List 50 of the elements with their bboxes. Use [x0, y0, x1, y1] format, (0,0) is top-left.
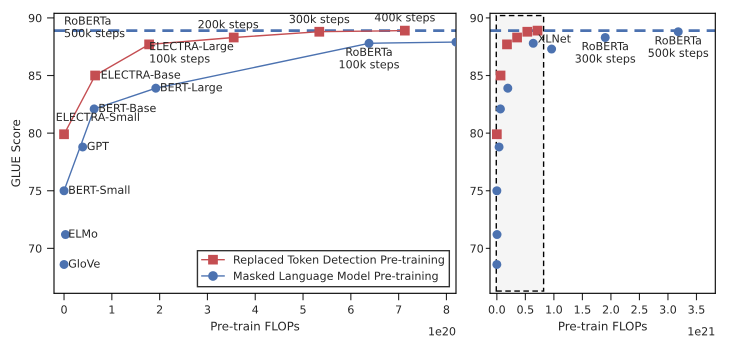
annotation: RoBERTa 500k steps	[648, 36, 708, 60]
x-tick-label: 7	[396, 305, 402, 314]
y-tick-label: 75	[28, 186, 42, 196]
text: 1e20	[429, 327, 456, 336]
x-tick-label: 4	[252, 305, 258, 314]
x-tick-label: 2	[156, 305, 162, 314]
x-tick-label: 1.5	[574, 305, 590, 314]
annotation: ELMo	[69, 230, 98, 238]
annotation: GloVe	[68, 259, 100, 268]
y-tick-label: 80	[470, 129, 484, 138]
x-tick-label: 5	[300, 305, 306, 314]
x-tick-label: 1.0	[546, 305, 562, 314]
x-axis-title: Pre-train FLOPs	[211, 321, 300, 331]
x-tick-label: 3.5	[688, 305, 704, 314]
y-tick-label: 85	[28, 71, 42, 80]
x-tick-label: 3.0	[660, 305, 676, 314]
annotation: XLNet	[538, 34, 571, 43]
y-tick-label: 75	[470, 186, 483, 196]
y-tick-label: 90	[470, 14, 484, 22]
x-tick-label: 0.5	[517, 305, 534, 314]
y-axis-title: GLUE Score	[11, 120, 20, 187]
x-tick-label: 3	[204, 305, 210, 314]
x-tick-label: 1	[110, 305, 114, 314]
x-tick-label: 0	[61, 305, 67, 314]
x-tick-label: 0.0	[488, 305, 505, 314]
x-tick-label: 2.0	[602, 305, 620, 314]
y-tick-label: 80	[28, 129, 42, 138]
annotation: GPT	[87, 142, 109, 150]
text: 1e21	[688, 327, 714, 336]
y-tick-label: 70	[470, 244, 484, 253]
annotation: 200k steps	[198, 20, 258, 31]
annotation: RoBERTa 300k steps	[576, 42, 636, 65]
annotation: BERT-Large	[161, 83, 222, 94]
y-tick-label: 85	[470, 71, 483, 80]
x-tick-label: 6	[348, 305, 354, 314]
x-tick-label: 8	[444, 305, 450, 314]
annotation: ELECTRA-Large 100k steps	[150, 42, 234, 65]
y-tick-label: 70	[28, 244, 42, 253]
annotation: BERT-Small	[69, 185, 130, 194]
annotation: RoBERTa 500k steps	[64, 16, 124, 40]
annotation: 400k steps	[374, 12, 435, 24]
annotation: RoBERTa 100k steps	[340, 48, 399, 71]
annotation: BERT-Base	[99, 104, 156, 112]
x-axis-title: Pre-train FLOPs	[559, 321, 647, 331]
legend-label: Masked Language Model Pre-training	[234, 271, 438, 282]
annotation: ELECTRA-Base	[102, 70, 180, 79]
x-tick-label: 2.5	[631, 305, 648, 314]
annotation: 300k steps	[290, 14, 350, 26]
legend-label: Replaced Token Detection Pre-training	[234, 255, 444, 266]
y-tick-label: 90	[28, 14, 42, 22]
